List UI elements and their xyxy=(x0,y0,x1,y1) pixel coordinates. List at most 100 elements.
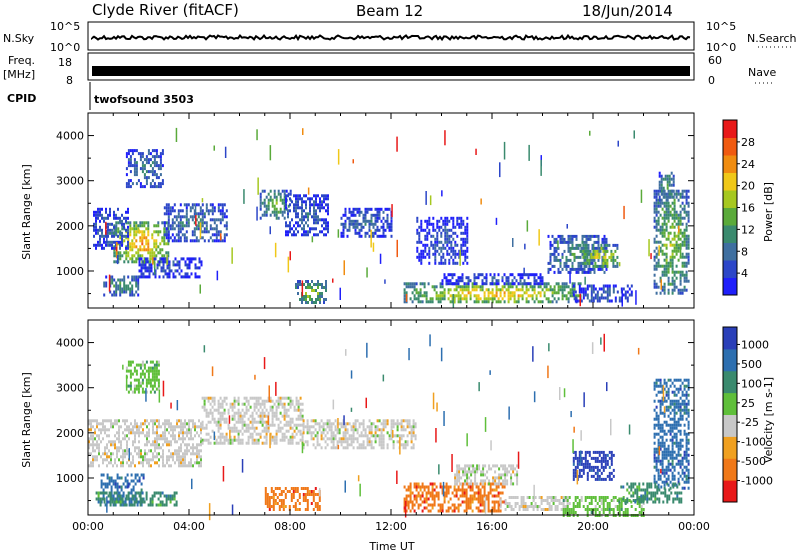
power-cell xyxy=(598,252,601,256)
velocity-cell xyxy=(136,422,138,426)
power-cell xyxy=(610,299,613,303)
power-cell xyxy=(495,288,498,292)
power-cell xyxy=(213,239,216,243)
power-cell xyxy=(543,291,546,295)
power-cell xyxy=(591,261,594,265)
velocity-cell xyxy=(471,500,474,504)
power-cell xyxy=(445,279,448,283)
velocity-cell xyxy=(276,496,279,499)
velocity-cell xyxy=(281,435,284,439)
power-cell xyxy=(348,216,351,220)
power-cell xyxy=(608,299,611,303)
power-cell xyxy=(604,252,607,256)
velocity-echo-region xyxy=(264,487,321,511)
velocity-cell xyxy=(445,491,448,495)
velocity-cell xyxy=(342,437,345,441)
power-cell xyxy=(323,298,325,301)
velocity-cell xyxy=(217,399,220,403)
power-cell xyxy=(127,254,130,258)
power-streak xyxy=(216,270,219,281)
velocity-cell xyxy=(90,461,92,465)
power-cell xyxy=(321,230,323,234)
power-cell xyxy=(677,234,680,238)
power-cell xyxy=(179,203,182,207)
power-cell xyxy=(160,266,163,270)
power-cell xyxy=(309,283,311,286)
velocity-cell xyxy=(110,419,112,423)
power-cell xyxy=(157,260,160,264)
velocity-cell xyxy=(336,440,339,444)
power-cell xyxy=(277,216,280,220)
velocity-cell xyxy=(291,441,294,445)
power-cell xyxy=(197,212,200,216)
power-cell xyxy=(673,255,676,259)
velocity-cell xyxy=(414,434,417,438)
power-cell xyxy=(658,195,661,199)
power-cell xyxy=(423,285,426,289)
power-cell xyxy=(424,249,427,253)
power-cell xyxy=(539,285,542,289)
power-cell xyxy=(417,300,420,304)
power-cell xyxy=(153,173,156,177)
velocity-cell xyxy=(370,443,373,447)
power-cell xyxy=(285,197,287,201)
power-cell xyxy=(442,261,445,265)
power-cell xyxy=(438,252,441,256)
power-cell xyxy=(317,283,319,286)
velocity-cell xyxy=(297,399,300,403)
power-cell xyxy=(600,296,603,300)
power-cell xyxy=(141,167,144,171)
velocity-cell xyxy=(132,458,134,462)
power-cell xyxy=(653,255,656,259)
power-cell xyxy=(177,230,180,234)
velocity-cell xyxy=(162,452,164,456)
velocity-cell xyxy=(102,428,104,432)
power-cell xyxy=(301,227,303,231)
power-cell xyxy=(487,300,490,304)
power-cell xyxy=(515,288,518,292)
velocity-cell xyxy=(231,405,234,409)
velocity-cell xyxy=(152,440,154,444)
power-cell xyxy=(673,192,676,196)
power-cell xyxy=(171,218,174,222)
power-cell xyxy=(523,279,526,283)
power-cell xyxy=(608,284,611,288)
velocity-cell xyxy=(225,402,228,406)
velocity-cell xyxy=(108,476,111,480)
power-cell xyxy=(630,284,633,288)
velocity-cell xyxy=(370,428,373,432)
velocity-cell xyxy=(294,490,297,493)
velocity-cell xyxy=(441,509,444,513)
power-cell xyxy=(464,249,467,253)
velocity-cell xyxy=(92,461,94,465)
power-cell xyxy=(586,287,589,291)
power-cell xyxy=(289,209,291,213)
power-cell xyxy=(454,240,457,244)
power-cell xyxy=(519,288,522,292)
velocity-cell xyxy=(109,494,112,498)
power-cell xyxy=(590,287,593,291)
velocity-cell xyxy=(140,449,142,453)
power-cell xyxy=(559,258,562,262)
power-cell xyxy=(174,269,177,273)
power-cell xyxy=(93,234,95,238)
power-cell xyxy=(596,293,599,297)
power-cell xyxy=(111,231,113,235)
power-cell xyxy=(549,252,552,256)
nsky-label: N.Sky xyxy=(3,32,35,45)
power-cell xyxy=(205,221,208,225)
power-cell xyxy=(205,224,208,228)
power-cell xyxy=(159,257,162,261)
power-cell xyxy=(113,225,115,229)
velocity-cell xyxy=(118,458,120,462)
power-cell xyxy=(129,149,132,153)
power-cell xyxy=(305,280,307,283)
velocity-cell xyxy=(271,405,274,409)
power-cell xyxy=(307,212,309,216)
power-cell xyxy=(407,285,410,289)
power-cell xyxy=(460,216,463,220)
velocity-cell xyxy=(477,500,480,504)
power-cell xyxy=(675,189,678,193)
power-cell xyxy=(450,240,453,244)
velocity-cell xyxy=(336,431,339,435)
